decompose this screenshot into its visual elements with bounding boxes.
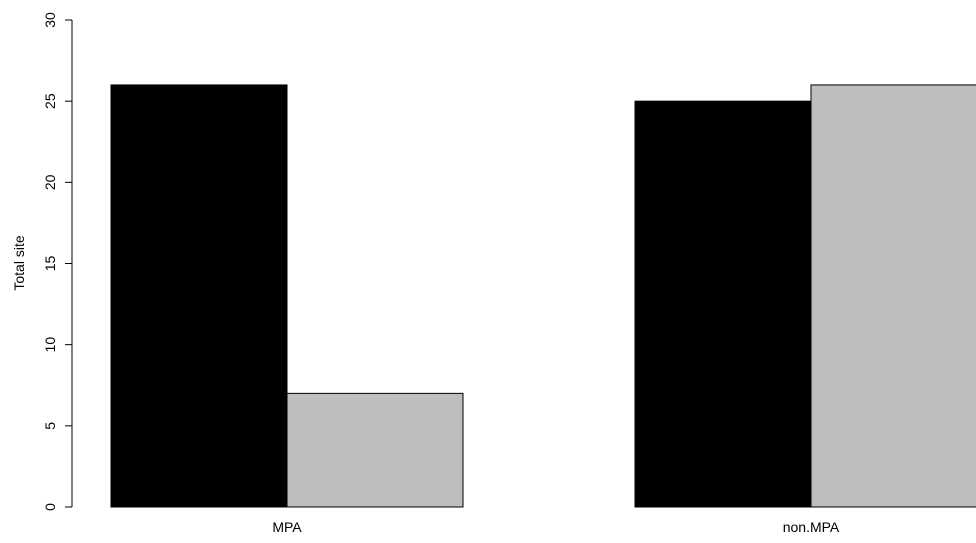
x-category-label-1: non.MPA — [783, 519, 840, 535]
y-tick-label-5: 5 — [42, 422, 58, 430]
bar-non.MPA-s2 — [810, 84, 976, 508]
y-tick-label-30: 30 — [42, 12, 58, 28]
y-tick-label-10: 10 — [42, 337, 58, 353]
bar-non.MPA-s1 — [634, 100, 812, 508]
x-category-label-0: MPA — [272, 519, 302, 535]
y-tick-label-0: 0 — [42, 503, 58, 511]
bar-MPA-s1 — [110, 84, 288, 508]
y-tick-label-15: 15 — [42, 256, 58, 272]
y-axis: 0 5 10 15 20 25 30 — [42, 12, 73, 511]
x-axis-labels: MPA non.MPA — [272, 519, 840, 535]
bars-group — [110, 84, 976, 508]
bar-MPA-s2 — [286, 392, 464, 508]
y-tick-label-20: 20 — [42, 174, 58, 190]
y-axis-title: Total site — [11, 235, 27, 290]
y-tick-label-25: 25 — [42, 93, 58, 109]
